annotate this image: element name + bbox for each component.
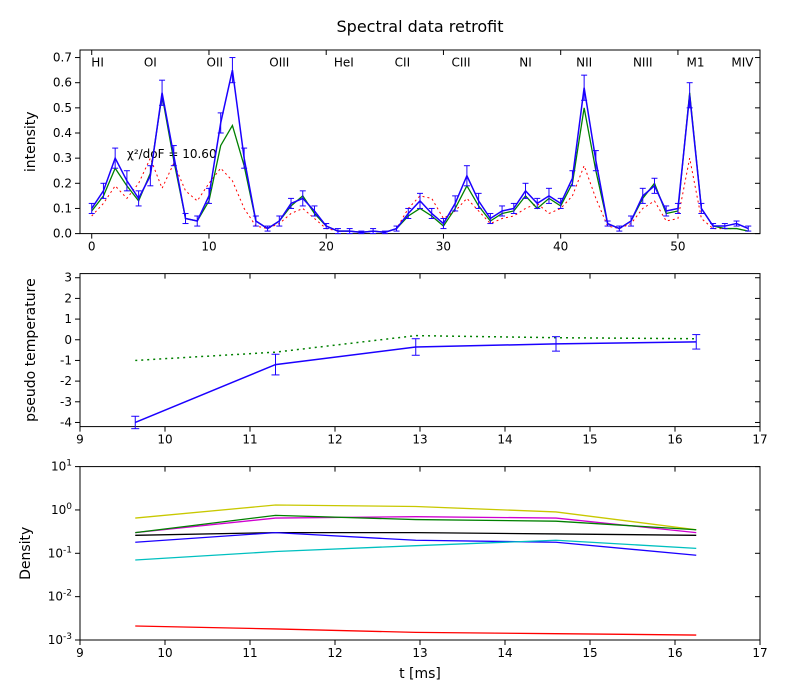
species-label: CIII (452, 56, 471, 70)
ytick-label: -3 (60, 395, 72, 409)
xtick-label: 40 (553, 240, 568, 254)
xtick-label: 14 (497, 433, 512, 447)
xtick-label: 12 (327, 646, 342, 660)
figure-title: Spectral data retrofit (337, 17, 504, 36)
ytick-label: 1 (64, 312, 72, 326)
xtick-label: 15 (582, 433, 597, 447)
ytick-label: 0.4 (53, 126, 72, 140)
ytick-label: -4 (60, 415, 72, 429)
xtick-label: 13 (412, 646, 427, 660)
xtick-label: 17 (752, 646, 767, 660)
series-red (135, 626, 696, 635)
xtick-label: 10 (157, 646, 172, 660)
ytick-label: 0.6 (53, 76, 72, 90)
ylabel-intensity: intensity (23, 111, 39, 172)
ytick-label: 100 (51, 502, 72, 517)
xtick-label: 11 (242, 433, 257, 447)
axes-box (80, 467, 760, 640)
ytick-label: 101 (51, 459, 72, 474)
species-label: CII (395, 56, 410, 70)
species-label: OIII (269, 56, 289, 70)
ytick-label: 3 (64, 271, 72, 285)
ytick-label: -2 (60, 374, 72, 388)
ytick-label: 0.3 (53, 151, 72, 165)
ytick-label: 0.5 (53, 101, 72, 115)
series-green (92, 93, 749, 233)
ytick-label: 10-3 (48, 632, 72, 647)
xtick-label: 16 (667, 433, 682, 447)
xtick-label: 50 (670, 240, 685, 254)
xtick-label: 30 (436, 240, 451, 254)
ytick-label: 0.2 (53, 176, 72, 190)
xtick-label: 0 (88, 240, 96, 254)
chart-svg: Spectral data retrofit 0.0 0.1 0.2 0.3 0.4 0.5… (0, 0, 800, 700)
series-black (135, 533, 696, 536)
ytick-label: 0.7 (53, 51, 72, 65)
series-cyan (135, 540, 696, 560)
ytick-label: -1 (60, 353, 72, 367)
ytick-label: 0 (64, 333, 72, 347)
series-yellow (135, 505, 696, 530)
species-label: NI (519, 56, 532, 70)
xlabel-time: t [ms] (399, 666, 441, 682)
species-label: HeI (334, 56, 354, 70)
xtick-label: 13 (412, 433, 427, 447)
species-label: NIII (633, 56, 653, 70)
xtick-label: 14 (497, 646, 512, 660)
ytick-label: 2 (64, 291, 72, 305)
xtick-label: 17 (752, 433, 767, 447)
xtick-label: 20 (319, 240, 334, 254)
xtick-label: 12 (327, 433, 342, 447)
ytick-label: 0.1 (53, 201, 72, 215)
species-label: MIV (731, 56, 754, 70)
xtick-label: 10 (201, 240, 216, 254)
species-label: M1 (687, 56, 705, 70)
species-label: OII (207, 56, 224, 70)
ytick-label: 10-2 (48, 589, 72, 604)
ytick-label: 0.0 (53, 227, 72, 241)
xtick-label: 10 (157, 433, 172, 447)
xtick-label: 16 (667, 646, 682, 660)
xtick-label: 15 (582, 646, 597, 660)
xtick-label: 9 (76, 646, 84, 660)
ytick-label: 10-1 (48, 545, 72, 560)
species-label: HI (91, 56, 104, 70)
ylabel-pseudo-temperature: pseudo temperature (23, 278, 39, 422)
xtick-label: 11 (242, 646, 257, 660)
ylabel-density: Density (18, 527, 34, 580)
species-label: OI (144, 56, 157, 70)
species-label: NII (576, 56, 592, 70)
chart-figure: Spectral data retrofit 0.0 0.1 0.2 0.3 0.4 0.5… (0, 0, 800, 700)
xtick-label: 9 (76, 433, 84, 447)
